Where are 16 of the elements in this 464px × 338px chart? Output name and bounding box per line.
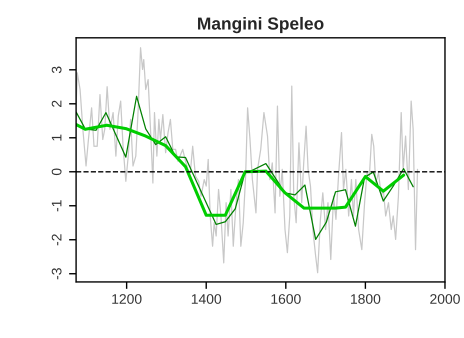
line-series xyxy=(76,122,406,217)
x-tick-label: 1200 xyxy=(112,294,142,304)
line-series xyxy=(76,96,414,240)
y-tick-label: 0 xyxy=(52,168,62,176)
y-tick-label: -2 xyxy=(52,234,62,246)
y-tick-label: 2 xyxy=(52,100,62,107)
y-tick-label: -3 xyxy=(52,268,62,280)
y-tick-label: 1 xyxy=(52,134,62,141)
chart-title: Mangini Speleo xyxy=(198,16,324,34)
y-tick-label: -1 xyxy=(52,200,62,212)
x-tick-label: 1600 xyxy=(271,294,301,304)
x-tick-label: 1400 xyxy=(192,294,222,304)
x-tick-label: 1800 xyxy=(351,294,380,304)
y-tick-label: 3 xyxy=(52,66,62,74)
x-tick-label: 2000 xyxy=(430,294,460,304)
line-series xyxy=(76,47,418,274)
